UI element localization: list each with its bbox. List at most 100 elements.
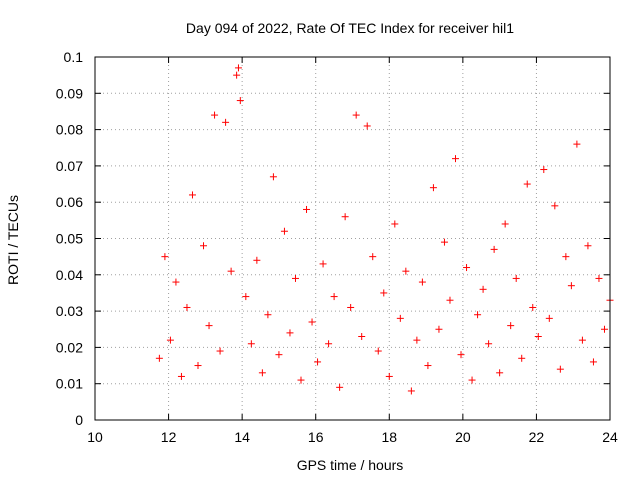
data-point (358, 333, 366, 341)
x-tick-label: 24 (602, 429, 618, 445)
data-points (155, 64, 614, 395)
data-point (194, 362, 202, 370)
data-point (183, 303, 191, 311)
y-axis-label: ROTI / TECUs (5, 195, 21, 285)
data-point (413, 336, 421, 344)
data-point (275, 351, 283, 359)
data-point (236, 97, 244, 105)
data-point (485, 340, 493, 348)
data-point (155, 354, 163, 362)
x-tick-label: 14 (234, 429, 250, 445)
y-tick-label: 0.06 (56, 194, 83, 210)
y-tick-label: 0.07 (56, 158, 83, 174)
data-point (496, 369, 504, 377)
data-point (314, 358, 322, 366)
chart-title: Day 094 of 2022, Rate Of TEC Index for r… (186, 20, 514, 36)
data-point (369, 253, 377, 261)
data-point (391, 220, 399, 228)
data-point (479, 285, 487, 293)
data-point (468, 376, 476, 384)
data-point (529, 303, 537, 311)
y-tick-label: 0.05 (56, 231, 83, 247)
data-point (452, 155, 459, 163)
data-point (222, 118, 230, 126)
data-point (490, 245, 498, 253)
data-point (396, 314, 404, 322)
data-point (216, 347, 224, 355)
data-point (280, 227, 288, 235)
data-point (253, 256, 261, 264)
data-point (233, 71, 241, 79)
y-tick-label: 0.08 (56, 122, 83, 138)
x-tick-label: 22 (529, 429, 545, 445)
data-point (556, 365, 564, 373)
data-point (363, 122, 371, 130)
data-point (172, 278, 180, 286)
data-point (429, 184, 437, 192)
data-point (347, 303, 355, 311)
data-point (352, 111, 360, 119)
data-point (512, 274, 520, 282)
data-point (177, 372, 185, 380)
y-tick-label: 0.09 (56, 85, 83, 101)
data-point (534, 333, 542, 341)
data-point (567, 282, 575, 290)
data-point (407, 387, 415, 395)
grid-lines (95, 57, 610, 420)
data-point (234, 64, 242, 72)
data-point (573, 140, 581, 148)
data-point (523, 180, 531, 188)
data-point (200, 242, 208, 250)
data-point (551, 202, 559, 210)
y-tick-labels: 0 0.01 0.02 0.03 0.04 0.05 0.06 0.07 0.08 0.09 0.1 (56, 49, 83, 428)
y-tick-label: 0.01 (56, 376, 83, 392)
y-tick-label: 0.1 (64, 49, 84, 65)
data-point (540, 166, 548, 174)
data-point (247, 340, 255, 348)
data-point (264, 311, 272, 319)
data-point (380, 289, 388, 297)
data-point (341, 213, 349, 221)
x-tick-label: 12 (161, 429, 177, 445)
data-point (336, 383, 344, 391)
data-point (501, 220, 509, 228)
data-point (291, 274, 299, 282)
data-point (600, 325, 608, 333)
x-tick-label: 10 (87, 429, 103, 445)
data-point (227, 267, 235, 275)
data-point (589, 358, 597, 366)
data-point (562, 253, 570, 261)
data-point (463, 264, 471, 272)
data-point (325, 340, 333, 348)
data-point (402, 267, 410, 275)
y-tick-label: 0.02 (56, 339, 83, 355)
data-point (424, 362, 432, 370)
data-point (330, 293, 338, 301)
x-tick-label: 16 (308, 429, 324, 445)
data-point (258, 369, 266, 377)
data-point (166, 336, 174, 344)
data-point (188, 191, 196, 199)
data-point (518, 354, 526, 362)
data-point (211, 111, 219, 119)
y-tick-label: 0.04 (56, 267, 83, 283)
data-point (595, 274, 603, 282)
data-point (457, 351, 465, 359)
data-point (269, 173, 277, 181)
data-point (545, 314, 553, 322)
data-point (297, 376, 305, 384)
data-point (286, 329, 294, 337)
data-point (578, 336, 586, 344)
data-point (584, 242, 592, 250)
data-point (435, 325, 443, 333)
data-point (385, 372, 393, 380)
data-point (446, 296, 454, 304)
axis-ticks (94, 56, 611, 421)
data-point (474, 311, 482, 319)
y-tick-label: 0.03 (56, 303, 83, 319)
data-point (161, 253, 169, 261)
x-tick-label: 18 (381, 429, 397, 445)
y-tick-label: 0 (75, 412, 83, 428)
